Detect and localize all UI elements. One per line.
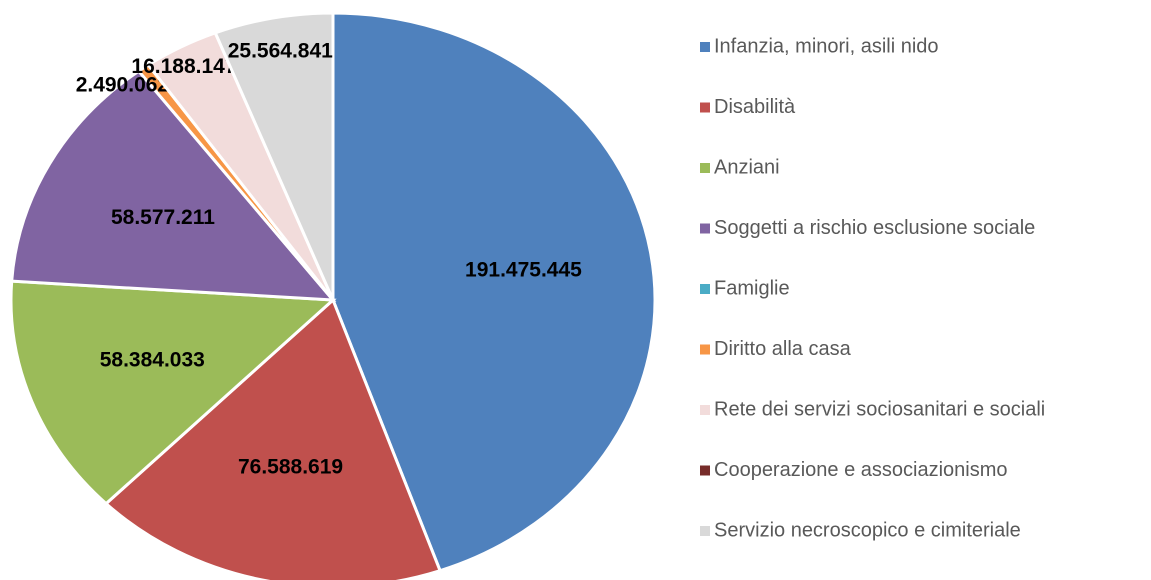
data-label: 2.490.062 (76, 74, 169, 97)
pie-slice (331, 11, 657, 573)
pie-slice (213, 11, 335, 301)
legend-swatch (700, 223, 710, 234)
legend-label: Anziani (714, 156, 780, 178)
legend-swatch (700, 42, 710, 52)
pie-slice (9, 279, 337, 506)
data-label: 58.577.211 (111, 206, 215, 229)
legend-swatch (700, 163, 710, 173)
pie-slice (10, 69, 337, 302)
legend-label: Famiglie (714, 277, 790, 299)
legend-swatch (700, 465, 710, 476)
legend-swatch (700, 102, 710, 113)
legend-label: Diritto alla casa (714, 338, 852, 360)
data-label: 191.475.445 (465, 259, 582, 282)
data-label: 58.384.033 (100, 348, 205, 371)
data-label: 25.564.841 (228, 39, 333, 62)
legend-swatch (700, 526, 710, 536)
data-label: 16.188.147 (131, 55, 236, 78)
legend-label: Rete dei servizi sociosanitari e sociali (714, 398, 1045, 420)
data-label: 76.588.619 (238, 456, 343, 479)
legend-label: Cooperazione e associazionismo (714, 459, 1008, 481)
legend-label: Servizio necroscopico e cimiteriale (714, 519, 1021, 541)
legend-swatch (700, 344, 710, 355)
legend-label: Soggetti a rischio esclusione sociale (714, 217, 1035, 239)
legend-swatch (700, 405, 710, 415)
legend-label: Infanzia, minori, asili nido (714, 35, 939, 57)
legend-swatch (700, 284, 710, 294)
legend-label: Disabilità (714, 96, 796, 118)
